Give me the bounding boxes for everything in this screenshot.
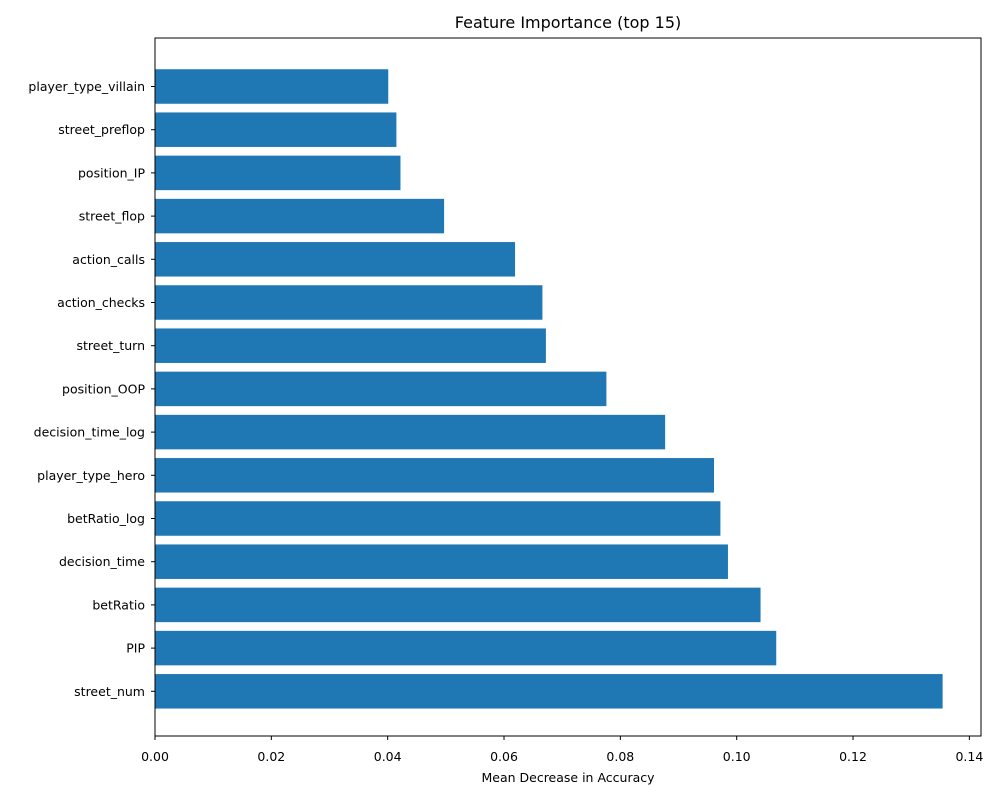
bar-street_num <box>155 674 943 709</box>
x-tick-label: 0.08 <box>606 749 634 764</box>
bar-decision_time_log <box>155 414 666 450</box>
x-axis-label: Mean Decrease in Accuracy <box>481 770 655 785</box>
bar-player_type_hero <box>155 458 715 493</box>
y-tick-label: position_OOP <box>62 381 145 396</box>
bar-PIP <box>155 630 777 666</box>
y-tick-label: player_type_hero <box>37 468 145 483</box>
bar-action_checks <box>155 285 543 320</box>
x-tick-label: 0.00 <box>141 749 169 764</box>
x-axis-ticks: 0.00 0.02 0.04 0.06 0.08 0.10 0.12 0.14 <box>141 736 983 764</box>
x-tick-label: 0.14 <box>955 749 983 764</box>
bar-betRatio <box>155 587 761 623</box>
bar-position_OOP <box>155 371 607 407</box>
bars-group <box>155 69 943 709</box>
y-tick-label: street_flop <box>79 209 145 224</box>
chart-title: Feature Importance (top 15) <box>455 13 681 32</box>
bar-betRatio_log <box>155 501 721 536</box>
bar-position_IP <box>155 155 401 191</box>
x-tick-label: 0.04 <box>374 749 402 764</box>
bar-decision_time <box>155 544 728 579</box>
y-tick-label: decision_time_log <box>34 425 145 440</box>
bar-street_turn <box>155 328 546 363</box>
x-tick-label: 0.10 <box>723 749 751 764</box>
x-tick-label: 0.12 <box>839 749 867 764</box>
y-tick-label: player_type_villain <box>28 79 145 94</box>
y-tick-label: action_checks <box>57 295 145 310</box>
y-tick-label: street_preflop <box>58 122 145 137</box>
bar-street_flop <box>155 198 445 234</box>
y-tick-label: betRatio <box>92 597 145 612</box>
y-tick-label: action_calls <box>72 252 145 267</box>
bar-player_type_villain <box>155 69 389 104</box>
x-tick-label: 0.06 <box>490 749 518 764</box>
x-tick-label: 0.02 <box>257 749 285 764</box>
y-tick-label: decision_time <box>59 554 145 569</box>
y-tick-label: PIP <box>126 641 145 656</box>
y-tick-label: betRatio_log <box>67 511 145 526</box>
bar-action_calls <box>155 242 516 277</box>
y-tick-label: street_turn <box>77 338 145 353</box>
bar-street_preflop <box>155 112 397 147</box>
y-tick-label: street_num <box>74 684 145 699</box>
y-tick-label: position_IP <box>78 165 145 180</box>
plot-frame <box>154 37 982 737</box>
y-axis-ticks: player_type_villain street_prefloppositio… <box>28 79 155 699</box>
